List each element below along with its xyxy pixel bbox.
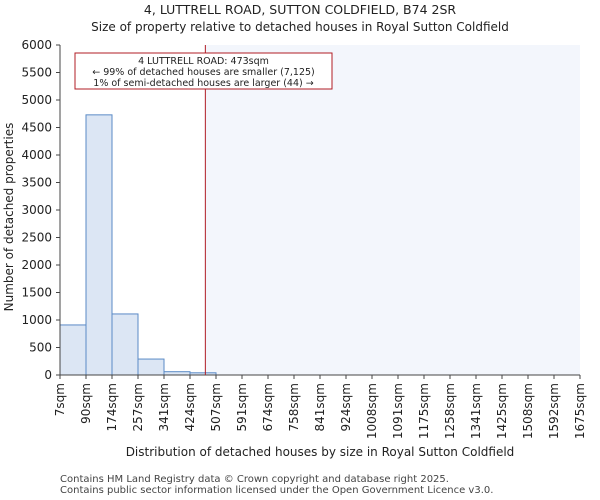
chart-title: 4, LUTTRELL ROAD, SUTTON COLDFIELD, B74 … bbox=[144, 2, 456, 17]
y-tick-label-5000: 5000 bbox=[21, 93, 52, 107]
plot-area: 0 500 1000 1500 2000 2500 3000 3500 4000 4500 5000… bbox=[21, 38, 587, 439]
x-axis-label: Distribution of detached houses by size … bbox=[126, 445, 515, 459]
y-tick-label-0: 0 bbox=[44, 368, 52, 382]
y-tick-label-5500: 5500 bbox=[21, 66, 52, 80]
x-tick-label-257sqm: 257sqm bbox=[131, 383, 145, 431]
x-tick-label-1592sqm: 1592sqm bbox=[547, 383, 561, 439]
y-tick-label-2000: 2000 bbox=[21, 258, 52, 272]
x-tick-label-1341sqm: 1341sqm bbox=[469, 383, 483, 439]
x-tick-label-841sqm: 841sqm bbox=[313, 383, 327, 431]
y-tick-label-4000: 4000 bbox=[21, 148, 52, 162]
footer-licence: Contains public sector information licen… bbox=[60, 485, 494, 496]
y-tick-label-6000: 6000 bbox=[21, 38, 52, 52]
x-tick-label-1008sqm: 1008sqm bbox=[365, 383, 379, 439]
x-tick-label-1258sqm: 1258sqm bbox=[443, 383, 457, 439]
y-axis-label: Number of detached properties bbox=[2, 123, 16, 312]
y-tick-label-3000: 3000 bbox=[21, 203, 52, 217]
annotation-smaller: ← 99% of detached houses are smaller (7,… bbox=[92, 67, 315, 78]
y-tick-label-4500: 4500 bbox=[21, 121, 52, 135]
annotation-larger: 1% of semi-detached houses are larger (4… bbox=[93, 78, 313, 89]
x-tick-label-758sqm: 758sqm bbox=[287, 383, 301, 431]
chart: 4, LUTTRELL ROAD, SUTTON COLDFIELD, B74 … bbox=[2, 2, 587, 459]
x-tick-label-591sqm: 591sqm bbox=[235, 383, 249, 431]
bar-174sqm bbox=[111, 313, 139, 376]
y-tick-label-1000: 1000 bbox=[21, 313, 52, 327]
annotation-box bbox=[74, 52, 333, 90]
chart-subtitle: Size of property relative to detached ho… bbox=[91, 20, 509, 34]
x-tick-label-674sqm: 674sqm bbox=[261, 383, 275, 431]
x-tick-label-1091sqm: 1091sqm bbox=[391, 383, 405, 439]
bar-7sqm bbox=[59, 324, 87, 376]
y-tick-label-3500: 3500 bbox=[21, 176, 52, 190]
x-tick-label-7sqm: 7sqm bbox=[53, 383, 67, 416]
x-tick-label-90sqm: 90sqm bbox=[79, 383, 93, 424]
bar-90sqm bbox=[85, 114, 113, 376]
bar-257sqm bbox=[137, 358, 165, 376]
x-tick-label-1175sqm: 1175sqm bbox=[417, 383, 431, 439]
x-tick-label-507sqm: 507sqm bbox=[209, 383, 223, 431]
x-tick-label-1425sqm: 1425sqm bbox=[495, 383, 509, 439]
y-tick-label-1500: 1500 bbox=[21, 286, 52, 300]
annotation-title: 4 LUTTRELL ROAD: 473sqm bbox=[138, 56, 269, 67]
x-tick-label-1675sqm: 1675sqm bbox=[573, 383, 587, 439]
y-tick-label-500: 500 bbox=[29, 341, 52, 355]
footer-copyright: Contains HM Land Registry data © Crown c… bbox=[60, 474, 449, 485]
x-tick-label-174sqm: 174sqm bbox=[105, 383, 119, 431]
x-tick-label-924sqm: 924sqm bbox=[339, 383, 353, 431]
x-tick-label-424sqm: 424sqm bbox=[183, 383, 197, 431]
x-tick-label-341sqm: 341sqm bbox=[157, 383, 171, 431]
highlight-region bbox=[205, 45, 580, 375]
y-tick-label-2500: 2500 bbox=[21, 231, 52, 245]
x-tick-label-1508sqm: 1508sqm bbox=[521, 383, 535, 439]
